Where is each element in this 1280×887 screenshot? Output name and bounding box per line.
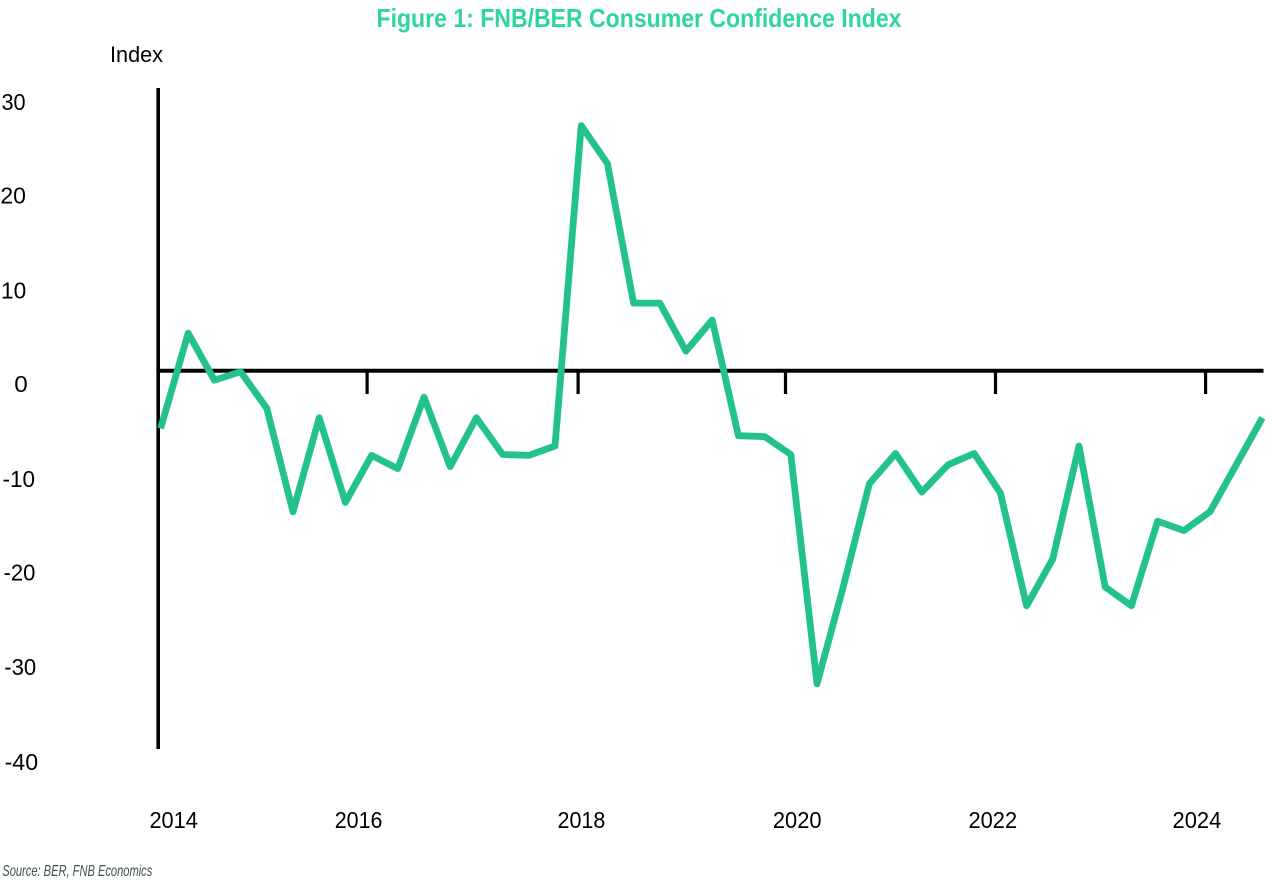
svg-text:Figure 1: FNB/BER Consumer Con: Figure 1: FNB/BER Consumer Confidence In… bbox=[377, 3, 902, 33]
svg-text:-30: -30 bbox=[4, 654, 36, 680]
svg-text:-10: -10 bbox=[3, 466, 36, 492]
svg-text:10: 10 bbox=[1, 278, 26, 304]
svg-text:Index: Index bbox=[110, 42, 163, 67]
svg-text:2018: 2018 bbox=[558, 807, 606, 833]
svg-text:2014: 2014 bbox=[149, 807, 198, 833]
svg-text:30: 30 bbox=[2, 89, 26, 115]
svg-text:-40: -40 bbox=[5, 749, 39, 775]
svg-text:0: 0 bbox=[14, 371, 28, 397]
svg-text:2022: 2022 bbox=[969, 807, 1018, 833]
svg-text:2024: 2024 bbox=[1173, 807, 1222, 833]
svg-text:2020: 2020 bbox=[773, 807, 822, 833]
svg-text:2016: 2016 bbox=[335, 807, 383, 833]
svg-text:-20: -20 bbox=[4, 560, 36, 586]
svg-text:20: 20 bbox=[0, 183, 26, 209]
svg-text:Source: BER, FNB Economics: Source: BER, FNB Economics bbox=[2, 863, 152, 880]
